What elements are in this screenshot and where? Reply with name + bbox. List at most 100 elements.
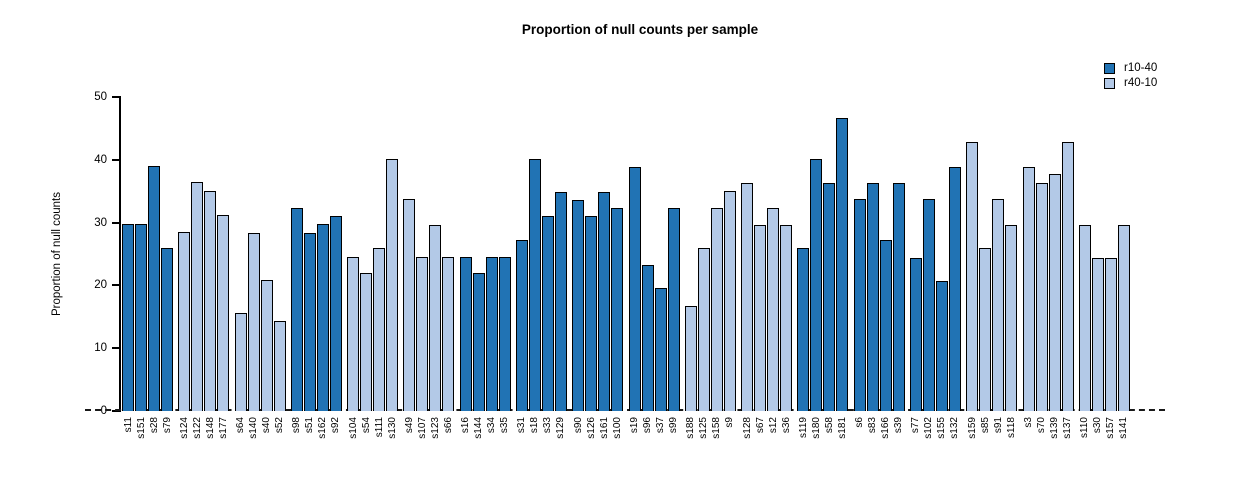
x-tick-label: s129 bbox=[555, 417, 567, 439]
bar-cell: s98 bbox=[290, 97, 303, 433]
bar-group: s19 s96 s37 s99 bbox=[628, 97, 680, 433]
x-tick-label: s144 bbox=[473, 417, 485, 439]
x-tick-label: s122 bbox=[191, 417, 203, 439]
legend-swatch-icon bbox=[1104, 63, 1115, 74]
x-tick-label: s58 bbox=[823, 417, 835, 434]
x-tick-label: s3 bbox=[1023, 417, 1034, 428]
x-tick-label: s123 bbox=[429, 417, 441, 439]
y-tick-label: 30 bbox=[94, 216, 107, 229]
x-tick-label: s99 bbox=[668, 417, 680, 434]
bar bbox=[485, 257, 498, 411]
x-tick-label: s66 bbox=[442, 417, 454, 434]
bar bbox=[879, 240, 892, 411]
bar bbox=[710, 207, 723, 411]
x-tick-label: s92 bbox=[330, 417, 342, 434]
bar-cell: s36 bbox=[780, 97, 793, 433]
y-axis-ticks: 0 10 20 30 40 50 bbox=[80, 91, 119, 417]
bar-group: s119 s180 s58 s181 bbox=[797, 97, 849, 439]
bar bbox=[122, 223, 134, 411]
bar-cell: s132 bbox=[948, 97, 961, 439]
y-tick-mark bbox=[112, 158, 119, 161]
bar-group: s6 s83 s166 s39 bbox=[853, 97, 905, 439]
bar-cell: s19 bbox=[628, 97, 641, 433]
bar bbox=[654, 287, 667, 411]
bar bbox=[684, 305, 697, 411]
y-tick-mark bbox=[112, 221, 119, 224]
bar bbox=[234, 313, 247, 411]
bar-cell: s83 bbox=[866, 97, 879, 433]
bar bbox=[161, 248, 173, 411]
bar-cell: s111 bbox=[373, 97, 386, 437]
bar-group: s16 s144 s34 s35 bbox=[459, 97, 511, 439]
bar bbox=[667, 207, 680, 411]
legend-label: r40-10 bbox=[1124, 77, 1158, 89]
bar bbox=[1104, 257, 1117, 411]
bar-cell: s188 bbox=[684, 97, 697, 439]
bar-cell: s92 bbox=[329, 97, 342, 433]
legend-item: r40-10 bbox=[1104, 76, 1157, 91]
bar-cell: s155 bbox=[935, 97, 948, 439]
bar-cell: s37 bbox=[654, 97, 667, 433]
y-tick-mark bbox=[112, 96, 119, 98]
bar-cell: s11 bbox=[122, 97, 134, 432]
bar bbox=[641, 264, 654, 411]
bar bbox=[204, 191, 217, 411]
x-tick-label: s90 bbox=[572, 417, 584, 434]
bar-cell: s157 bbox=[1104, 97, 1117, 439]
bar-cell: s141 bbox=[1117, 97, 1130, 439]
y-tick-mark bbox=[112, 410, 119, 412]
bar bbox=[290, 207, 303, 411]
bar-group: s128 s67 s12 s36 bbox=[741, 97, 793, 439]
bar-cell: s51 bbox=[303, 97, 316, 433]
bar-group: s11 s151 s28 s79 bbox=[122, 97, 173, 439]
x-tick-label: s141 bbox=[1118, 417, 1130, 439]
bar bbox=[1117, 224, 1130, 411]
bar-cell: s129 bbox=[554, 97, 567, 439]
x-tick-label: s126 bbox=[585, 417, 597, 439]
bar-cell: s52 bbox=[273, 97, 286, 433]
x-tick-label: s161 bbox=[598, 417, 610, 439]
x-tick-label: s158 bbox=[711, 417, 723, 439]
bar-cell: s140 bbox=[247, 97, 260, 439]
bar-cell: s18 bbox=[528, 97, 541, 433]
bar-cell: s90 bbox=[572, 97, 585, 433]
bar bbox=[1091, 257, 1104, 411]
x-tick-label: s188 bbox=[685, 417, 697, 439]
bar bbox=[403, 199, 416, 411]
x-tick-label: s35 bbox=[499, 417, 511, 434]
x-tick-label: s177 bbox=[217, 417, 229, 439]
bar bbox=[442, 257, 455, 411]
x-tick-label: s98 bbox=[291, 417, 303, 434]
bar-cell: s125 bbox=[697, 97, 710, 439]
x-tick-label: s119 bbox=[797, 417, 809, 438]
bar bbox=[498, 257, 511, 411]
x-tick-label: s79 bbox=[161, 417, 173, 434]
legend-item: r10-40 bbox=[1104, 61, 1157, 76]
x-tick-label: s104 bbox=[347, 417, 359, 439]
bar-cell: s39 bbox=[892, 97, 905, 433]
bar bbox=[329, 215, 342, 411]
bar bbox=[741, 183, 754, 411]
bar bbox=[853, 199, 866, 411]
bar bbox=[948, 166, 961, 411]
bar bbox=[247, 232, 260, 411]
bar-group: s104 s54 s111 s130 bbox=[347, 97, 399, 439]
bar-group: s3 s70 s139 s137 bbox=[1022, 97, 1074, 439]
x-tick-label: s140 bbox=[248, 417, 260, 439]
bar bbox=[416, 257, 429, 411]
x-tick-label: s118 bbox=[1005, 417, 1017, 438]
bar bbox=[892, 183, 905, 411]
x-tick-label: s96 bbox=[642, 417, 654, 434]
x-tick-label: s49 bbox=[403, 417, 415, 434]
x-tick-label: s100 bbox=[611, 417, 623, 439]
bar bbox=[554, 191, 567, 411]
bar-cell: s139 bbox=[1048, 97, 1061, 439]
bar bbox=[1022, 166, 1035, 411]
x-tick-label: s67 bbox=[754, 417, 766, 434]
bar bbox=[585, 215, 598, 411]
x-tick-label: s39 bbox=[893, 417, 905, 434]
legend-swatch-icon bbox=[1104, 78, 1115, 89]
bar-group: s77 s102 s155 s132 bbox=[909, 97, 961, 439]
x-tick-label: s132 bbox=[949, 417, 961, 439]
x-tick-label: s36 bbox=[780, 417, 792, 434]
